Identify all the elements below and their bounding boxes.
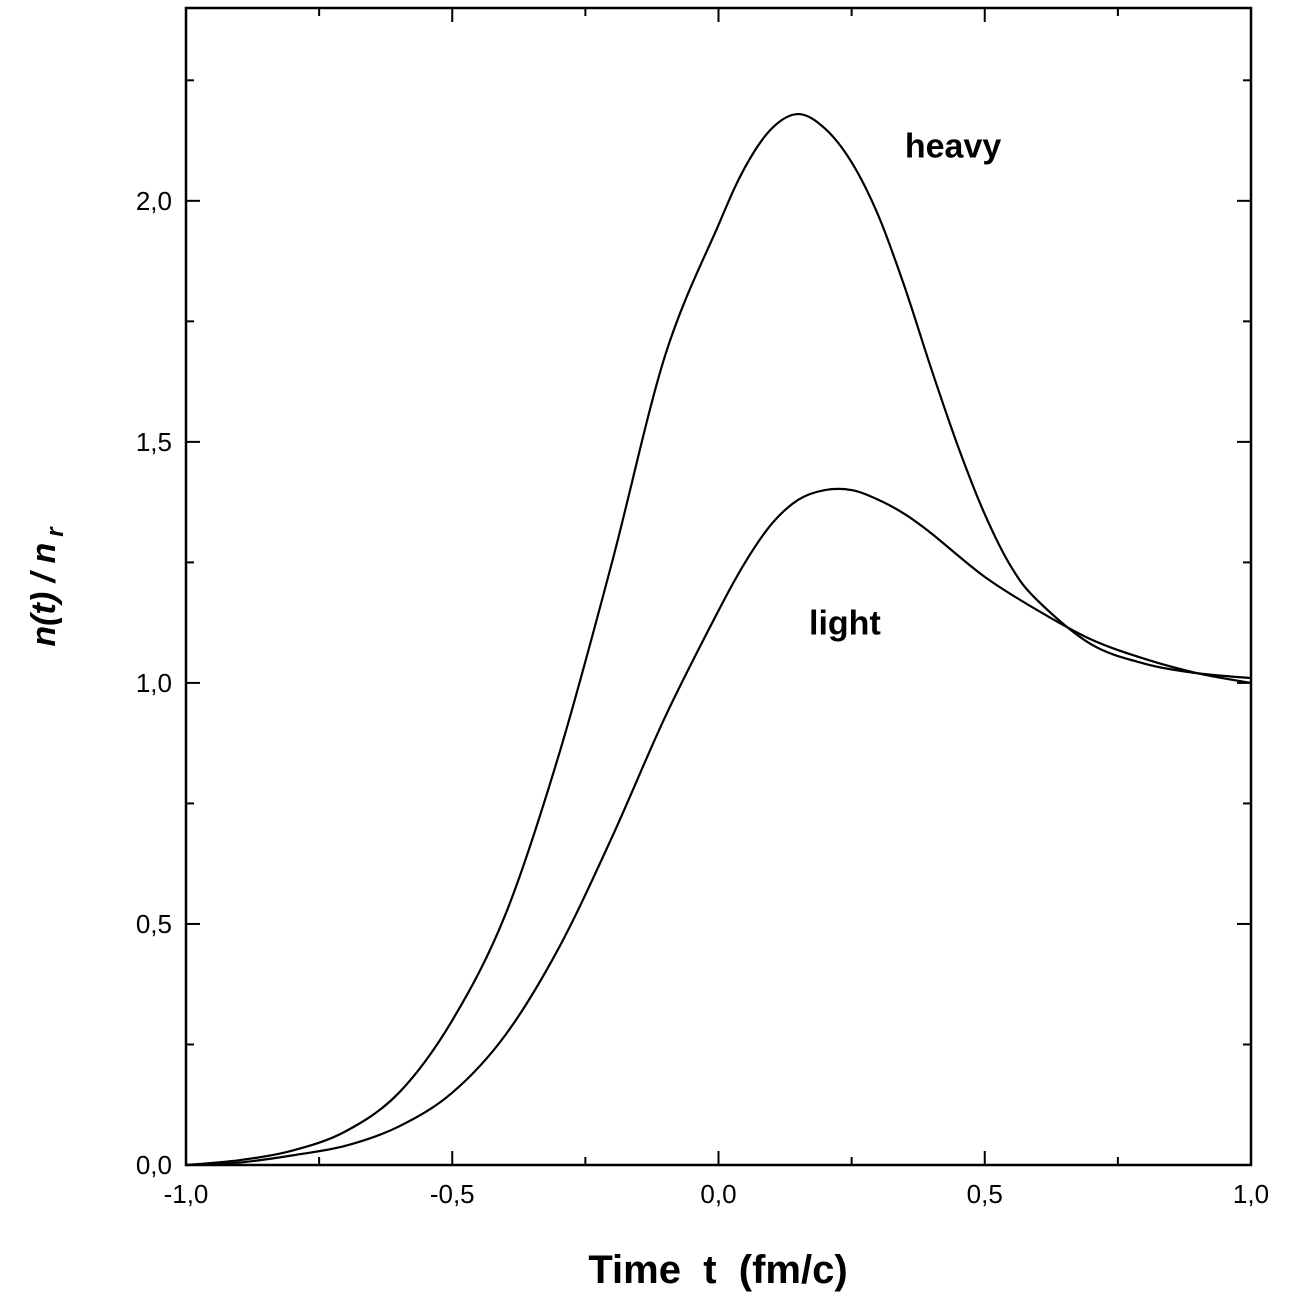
y-tick-label: 2,0 [136, 186, 172, 216]
series-line-2 [185, 487, 1252, 1167]
y-tick-label: 0,0 [136, 1150, 172, 1180]
plot-frame [184, 6, 1253, 1167]
curves-layer [185, 112, 1252, 1167]
tick-labels-layer: -1,0 -0,5 0,0 0,5 1,0 0,0 0,5 1,0 1,5 2,0 [136, 186, 1269, 1209]
ticks-layer [185, 8, 1252, 1166]
y-tick-label: 1,5 [136, 427, 172, 457]
x-tick-label: -0,5 [430, 1179, 475, 1209]
series-line-1 [185, 112, 1252, 1167]
annotations-layer: heavy light [809, 127, 1001, 642]
x-tick-label: 0,0 [700, 1179, 736, 1209]
y-axis-title-subscript: r [42, 526, 69, 537]
y-tick-label: 1,0 [136, 668, 172, 698]
x-tick-label: -1,0 [164, 1179, 209, 1209]
x-tick-label: 1,0 [1233, 1179, 1269, 1209]
annotation-light: light [809, 605, 881, 643]
y-axis-title: n(t) / n r [25, 526, 69, 647]
y-axis-title-main: n(t) / n [25, 543, 63, 647]
x-axis-title: Time t (fm/c) [588, 1248, 847, 1292]
x-tick-label: 0,5 [967, 1179, 1003, 1209]
y-tick-label: 0,5 [136, 909, 172, 939]
annotation-heavy: heavy [905, 127, 1001, 165]
